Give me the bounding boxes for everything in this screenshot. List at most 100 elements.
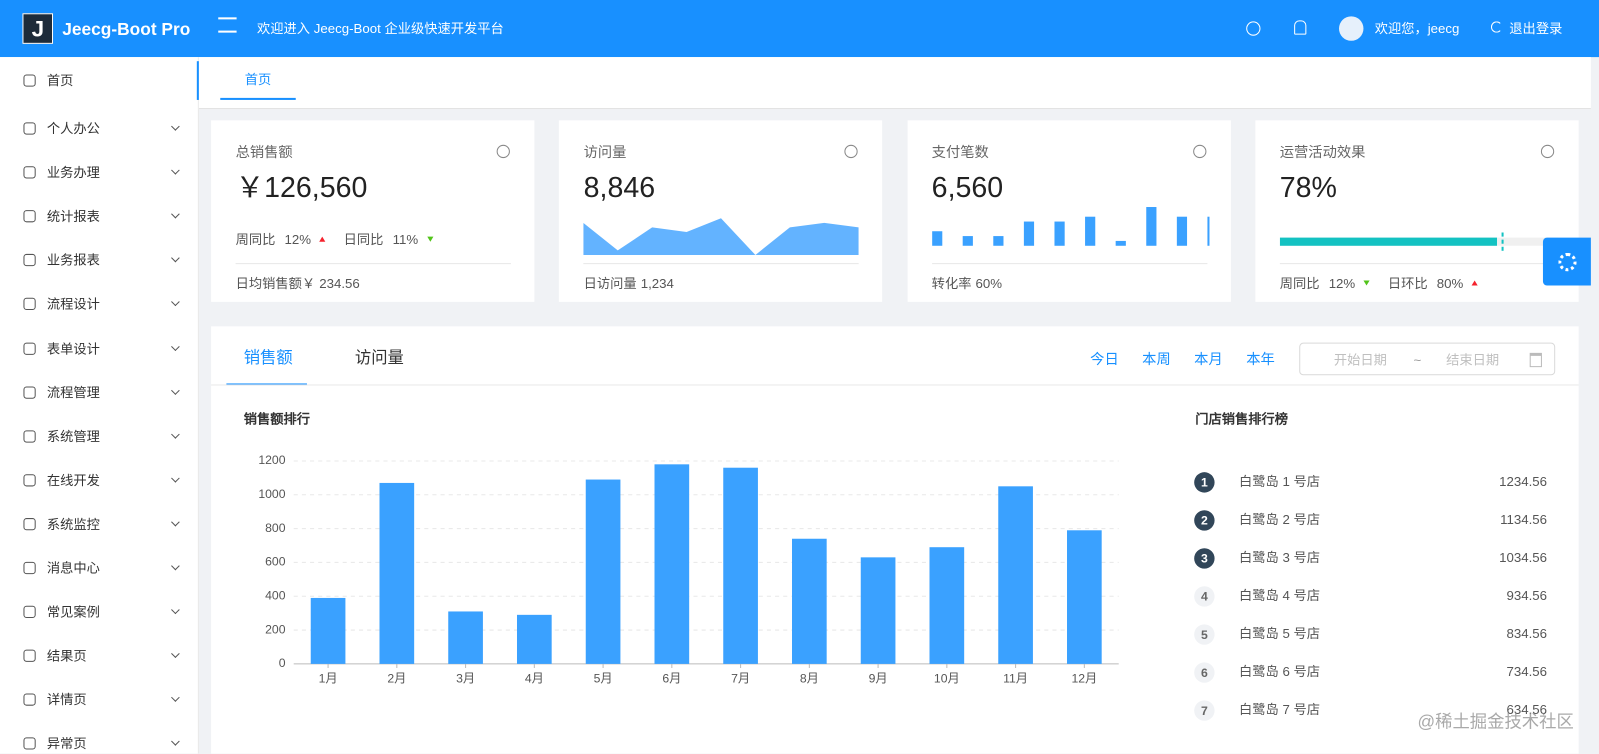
x-tick-label: 4月 — [525, 671, 544, 685]
card-divider — [1279, 263, 1556, 265]
user-name[interactable]: 欢迎您，jeecg — [1374, 20, 1460, 37]
bar — [860, 557, 896, 664]
store-total: 834.56 — [1507, 626, 1548, 641]
y-tick-label: 1000 — [258, 487, 285, 501]
menu-item[interactable]: 异常页 — [46, 736, 87, 752]
menu-icon — [23, 693, 36, 707]
trend-arrow — [427, 236, 434, 242]
x-tick-label: 10月 — [934, 671, 960, 685]
menu-item[interactable]: 个人办公 — [46, 120, 100, 137]
date-separator: ~ — [1413, 352, 1422, 368]
card-value: ￥126,560 — [235, 171, 368, 203]
store-name: 白鹭岛 1 号店 — [1239, 474, 1320, 489]
store-total: 1034.56 — [1499, 550, 1547, 565]
bar — [585, 479, 621, 664]
menu-item[interactable]: 常见案例 — [46, 604, 100, 620]
menu-icon — [23, 166, 36, 179]
x-tick-label: 3月 — [456, 671, 475, 685]
stat-card: 支付笔数 6,560 转化率 60% — [907, 120, 1231, 302]
progress — [1279, 232, 1559, 251]
menu-item[interactable]: 表单设计 — [46, 340, 100, 356]
bar — [929, 547, 965, 664]
menu-item[interactable]: 详情页 — [46, 692, 87, 708]
mini-bar — [1023, 221, 1034, 246]
settings-icon — [1558, 252, 1577, 272]
store-total: 934.56 — [1507, 588, 1548, 603]
mini-area-chart — [583, 218, 859, 255]
mini-bar — [931, 231, 942, 246]
menu-icon — [23, 298, 36, 311]
store-name: 白鹭岛 4 号店 — [1239, 588, 1320, 603]
menu-item[interactable]: 业务办理 — [46, 164, 100, 181]
date-start[interactable]: 开始日期 — [1333, 352, 1387, 368]
rank-number: 1 — [1201, 476, 1208, 490]
menu-item[interactable]: 首页 — [46, 72, 74, 89]
panel-tab[interactable]: 销售额 — [243, 349, 293, 368]
help-icon[interactable] — [1246, 21, 1261, 36]
header: J Jeecg-Boot Pro 欢迎进入 Jeecg-Boot 企业级快速开发… — [0, 0, 1599, 58]
y-tick-label: 0 — [279, 656, 286, 670]
bar — [654, 464, 690, 664]
menu-item[interactable]: 消息中心 — [46, 560, 100, 576]
menu-item[interactable]: 统计报表 — [46, 208, 100, 225]
menu-icon — [23, 473, 36, 487]
store-name: 白鹭岛 2 号店 — [1239, 512, 1320, 527]
card-value: 6,560 — [931, 171, 1004, 203]
bell-icon[interactable] — [1294, 20, 1307, 35]
metric-label: 日同比 — [343, 232, 384, 248]
info-icon — [1192, 144, 1207, 159]
metric-value: 12% — [284, 232, 312, 248]
menu-icon — [23, 430, 36, 443]
menu-item[interactable]: 在线开发 — [46, 472, 100, 488]
x-tick-label: 6月 — [662, 671, 681, 685]
store-name: 白鹭岛 5 号店 — [1239, 626, 1320, 641]
footer-label: 日访问量 — [583, 275, 637, 292]
settings-button[interactable] — [1542, 237, 1591, 286]
bar — [516, 614, 552, 664]
menu-icon — [23, 254, 36, 267]
x-tick-label: 9月 — [869, 671, 888, 685]
logout-icon[interactable] — [1490, 21, 1503, 33]
range-button[interactable]: 本年 — [1246, 350, 1275, 368]
range-button[interactable]: 今日 — [1090, 350, 1119, 368]
menu-icon — [23, 386, 36, 399]
store-total: 1134.56 — [1500, 512, 1547, 527]
metric-label: 周同比 — [235, 232, 276, 248]
store-name: 白鹭岛 6 号店 — [1239, 664, 1320, 679]
menu-item[interactable]: 结果页 — [46, 648, 87, 664]
bar — [998, 486, 1033, 664]
rank-number: 5 — [1201, 628, 1208, 642]
menu-item[interactable]: 流程管理 — [46, 384, 100, 400]
date-range-picker[interactable]: 开始日期 ~ 结束日期 — [1299, 342, 1556, 376]
range-button[interactable]: 本月 — [1194, 350, 1223, 368]
menu-icon — [23, 649, 36, 663]
bar — [1067, 530, 1102, 664]
menu-item[interactable]: 流程设计 — [46, 296, 100, 312]
menu-item[interactable]: 系统监控 — [46, 516, 100, 532]
card-title: 访问量 — [583, 143, 627, 161]
panel-tab[interactable]: 访问量 — [354, 349, 404, 368]
ranking-title: 门店销售排行榜 — [1195, 411, 1288, 427]
rank-number: 7 — [1201, 704, 1208, 718]
store-name: 白鹭岛 3 号店 — [1239, 550, 1320, 565]
menu-item[interactable]: 系统管理 — [46, 428, 100, 444]
range-button[interactable]: 本周 — [1142, 350, 1171, 368]
mini-bar — [1176, 216, 1187, 246]
mini-bar — [1145, 207, 1157, 246]
menu-icon — [23, 122, 36, 135]
card-value: 78% — [1279, 171, 1337, 203]
tab[interactable]: 首页 — [244, 71, 272, 88]
menu-icon — [23, 342, 36, 355]
trend-arrow — [319, 236, 326, 242]
menu-toggle[interactable] — [218, 17, 237, 33]
trend-arrow — [1363, 280, 1370, 286]
avatar[interactable] — [1338, 16, 1364, 41]
y-tick-label: 200 — [265, 622, 286, 636]
info-icon — [844, 144, 858, 159]
date-end[interactable]: 结束日期 — [1446, 352, 1500, 368]
metric-label: 周同比 — [1279, 275, 1320, 292]
card-title: 运营活动效果 — [1279, 143, 1366, 161]
menu-item[interactable]: 业务报表 — [46, 252, 100, 269]
logout[interactable]: 退出登录 — [1509, 20, 1563, 37]
